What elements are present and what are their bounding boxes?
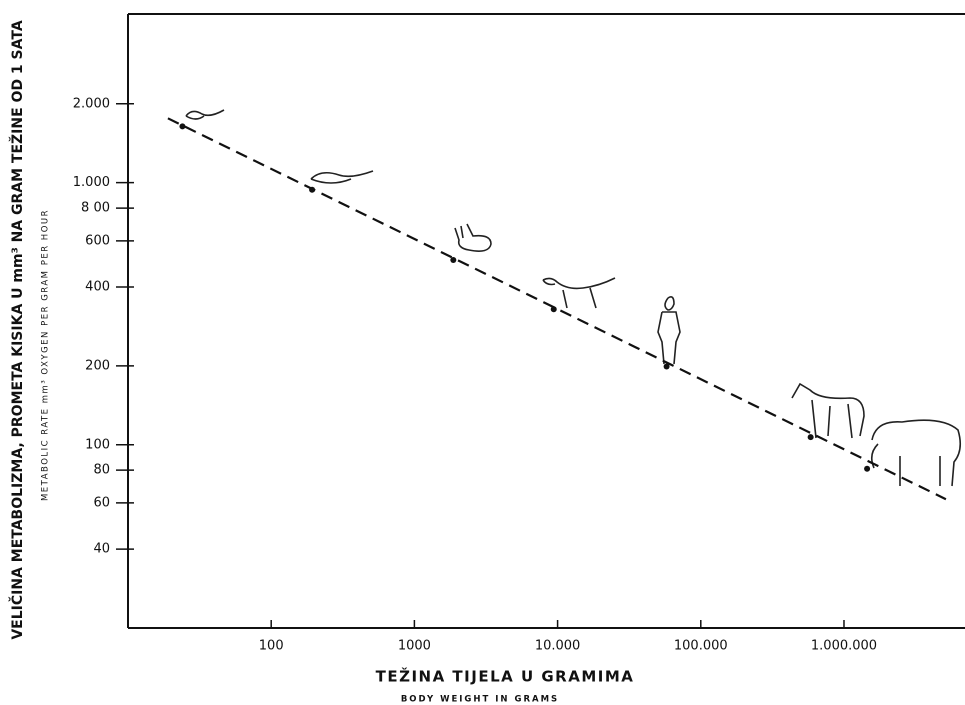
human-icon [657, 296, 681, 365]
point [450, 256, 457, 263]
rat-icon [310, 170, 374, 184]
trend-line [167, 117, 947, 501]
point [550, 306, 557, 313]
y-axis-subtitle: METABOLIC RATE mm³ OXYGEN PER GRAM PER H… [41, 209, 51, 501]
y-tick-label: 8 00 [81, 201, 110, 216]
x-tick-label: 1000 [398, 639, 431, 654]
y-tick-label: 100 [85, 437, 110, 452]
y-axis-title: VELIČINA METABOLIZMA, PROMETA KISIKA U m… [8, 20, 26, 640]
elephant-icon [870, 419, 962, 487]
y-tick-label: 80 [93, 463, 110, 478]
y-tick-label: 400 [85, 279, 110, 294]
y-tick-label: 60 [93, 495, 110, 510]
point [179, 123, 186, 130]
x-tick-label: 100.000 [674, 639, 728, 654]
animals [185, 109, 962, 487]
point [309, 186, 316, 193]
point [864, 465, 871, 472]
x-tick-label: 100 [259, 639, 284, 654]
y-tick-label: 2.000 [73, 96, 110, 111]
y-tick-label: 40 [93, 542, 110, 557]
dog-icon [542, 277, 616, 309]
x-axis-title: TEŽINA TIJELA U GRAMIMA [376, 667, 635, 686]
y-tick-label: 1.000 [73, 175, 110, 190]
x-tick-label: 10.000 [535, 639, 581, 654]
mouse-icon [185, 109, 225, 120]
horse-icon [791, 382, 865, 439]
point [807, 434, 814, 441]
x-tick-label: 1.000.000 [811, 639, 877, 654]
y-tick-label: 200 [85, 358, 110, 373]
rabbit-icon [454, 223, 492, 252]
frame [127, 13, 965, 629]
y-tick-label: 600 [85, 233, 110, 248]
x-axis-subtitle: BODY WEIGHT IN GRAMS [401, 695, 559, 705]
point [663, 363, 670, 370]
